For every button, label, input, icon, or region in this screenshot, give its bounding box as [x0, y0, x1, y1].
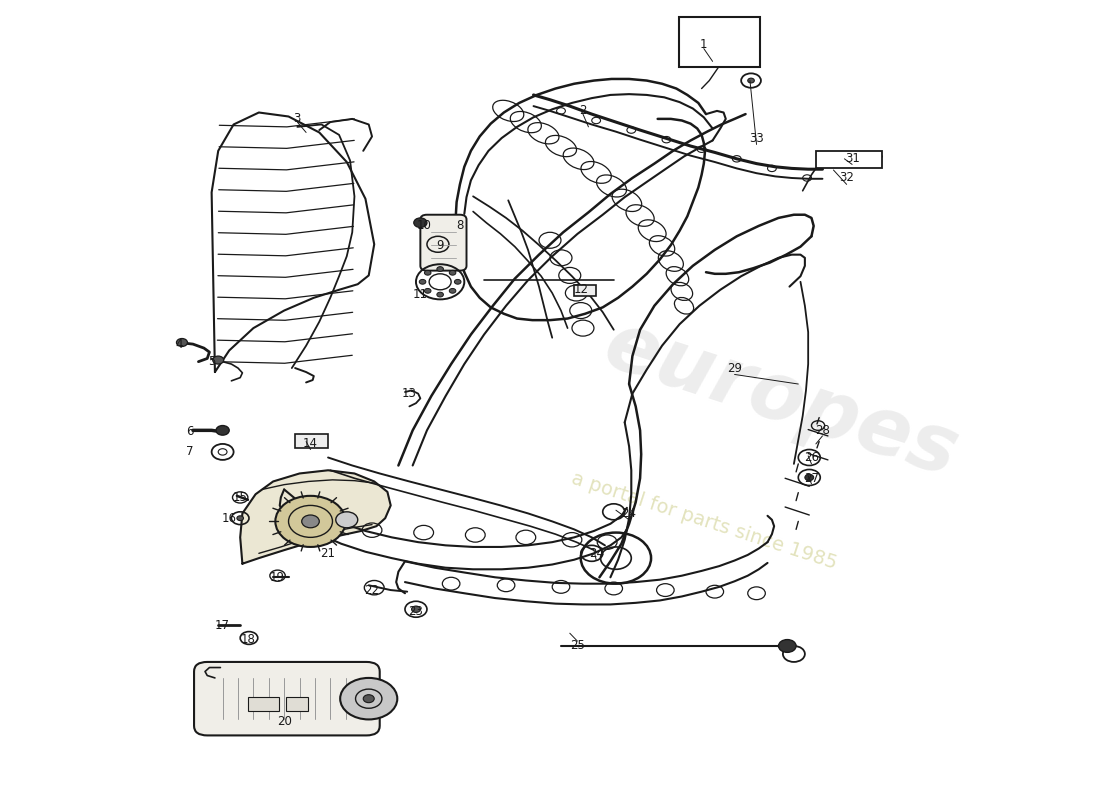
Text: 25: 25 — [570, 639, 585, 653]
Bar — [574, 285, 596, 296]
Bar — [816, 151, 882, 169]
Text: 3: 3 — [294, 112, 301, 126]
Circle shape — [216, 426, 229, 435]
Text: 8: 8 — [456, 219, 463, 233]
Text: 19: 19 — [270, 570, 285, 584]
Text: 5: 5 — [208, 355, 216, 368]
FancyBboxPatch shape — [420, 214, 466, 270]
Text: 21: 21 — [320, 547, 336, 560]
Text: 6: 6 — [186, 426, 194, 438]
Circle shape — [425, 289, 431, 294]
Text: 28: 28 — [815, 424, 829, 437]
Text: 15: 15 — [233, 491, 248, 504]
Text: 18: 18 — [241, 633, 255, 646]
Text: 31: 31 — [845, 152, 859, 166]
Circle shape — [779, 639, 796, 652]
Circle shape — [425, 270, 431, 275]
Circle shape — [449, 289, 455, 294]
Text: a portal for parts since 1985: a portal for parts since 1985 — [569, 470, 839, 574]
Circle shape — [805, 474, 814, 481]
Text: 26: 26 — [804, 451, 820, 464]
Circle shape — [236, 516, 243, 521]
Circle shape — [437, 266, 443, 271]
Circle shape — [336, 512, 358, 528]
Bar — [248, 697, 278, 711]
Circle shape — [275, 496, 345, 547]
Text: 1: 1 — [700, 38, 707, 51]
Circle shape — [414, 218, 427, 227]
Text: 2: 2 — [580, 105, 586, 118]
Circle shape — [748, 78, 755, 83]
Circle shape — [176, 338, 187, 346]
Circle shape — [419, 279, 426, 284]
Text: 24: 24 — [588, 547, 604, 560]
Text: 11: 11 — [412, 288, 428, 301]
FancyBboxPatch shape — [679, 18, 760, 67]
Circle shape — [212, 356, 223, 364]
Text: 24: 24 — [621, 507, 637, 520]
Text: 4: 4 — [175, 338, 183, 350]
Text: 14: 14 — [302, 438, 318, 450]
Polygon shape — [240, 470, 390, 564]
Text: 32: 32 — [839, 171, 854, 185]
Text: 13: 13 — [402, 387, 417, 400]
Text: 33: 33 — [749, 131, 763, 145]
Bar — [295, 434, 328, 448]
Circle shape — [363, 694, 374, 702]
Text: 7: 7 — [186, 446, 194, 458]
Text: 20: 20 — [277, 714, 292, 727]
Circle shape — [301, 515, 319, 528]
Text: 16: 16 — [222, 512, 236, 525]
Circle shape — [454, 279, 461, 284]
Text: 22: 22 — [364, 583, 380, 597]
Text: 27: 27 — [804, 472, 820, 485]
Text: 10: 10 — [416, 219, 431, 233]
Text: europes: europes — [594, 306, 967, 494]
Circle shape — [437, 292, 443, 297]
Circle shape — [411, 606, 420, 613]
Text: 9: 9 — [437, 239, 444, 252]
Circle shape — [340, 678, 397, 719]
FancyBboxPatch shape — [194, 662, 380, 735]
Text: 17: 17 — [216, 618, 230, 632]
Circle shape — [449, 270, 455, 275]
Text: 29: 29 — [727, 362, 742, 374]
Text: 12: 12 — [573, 283, 588, 296]
Bar — [286, 697, 308, 711]
Text: 23: 23 — [408, 605, 424, 618]
